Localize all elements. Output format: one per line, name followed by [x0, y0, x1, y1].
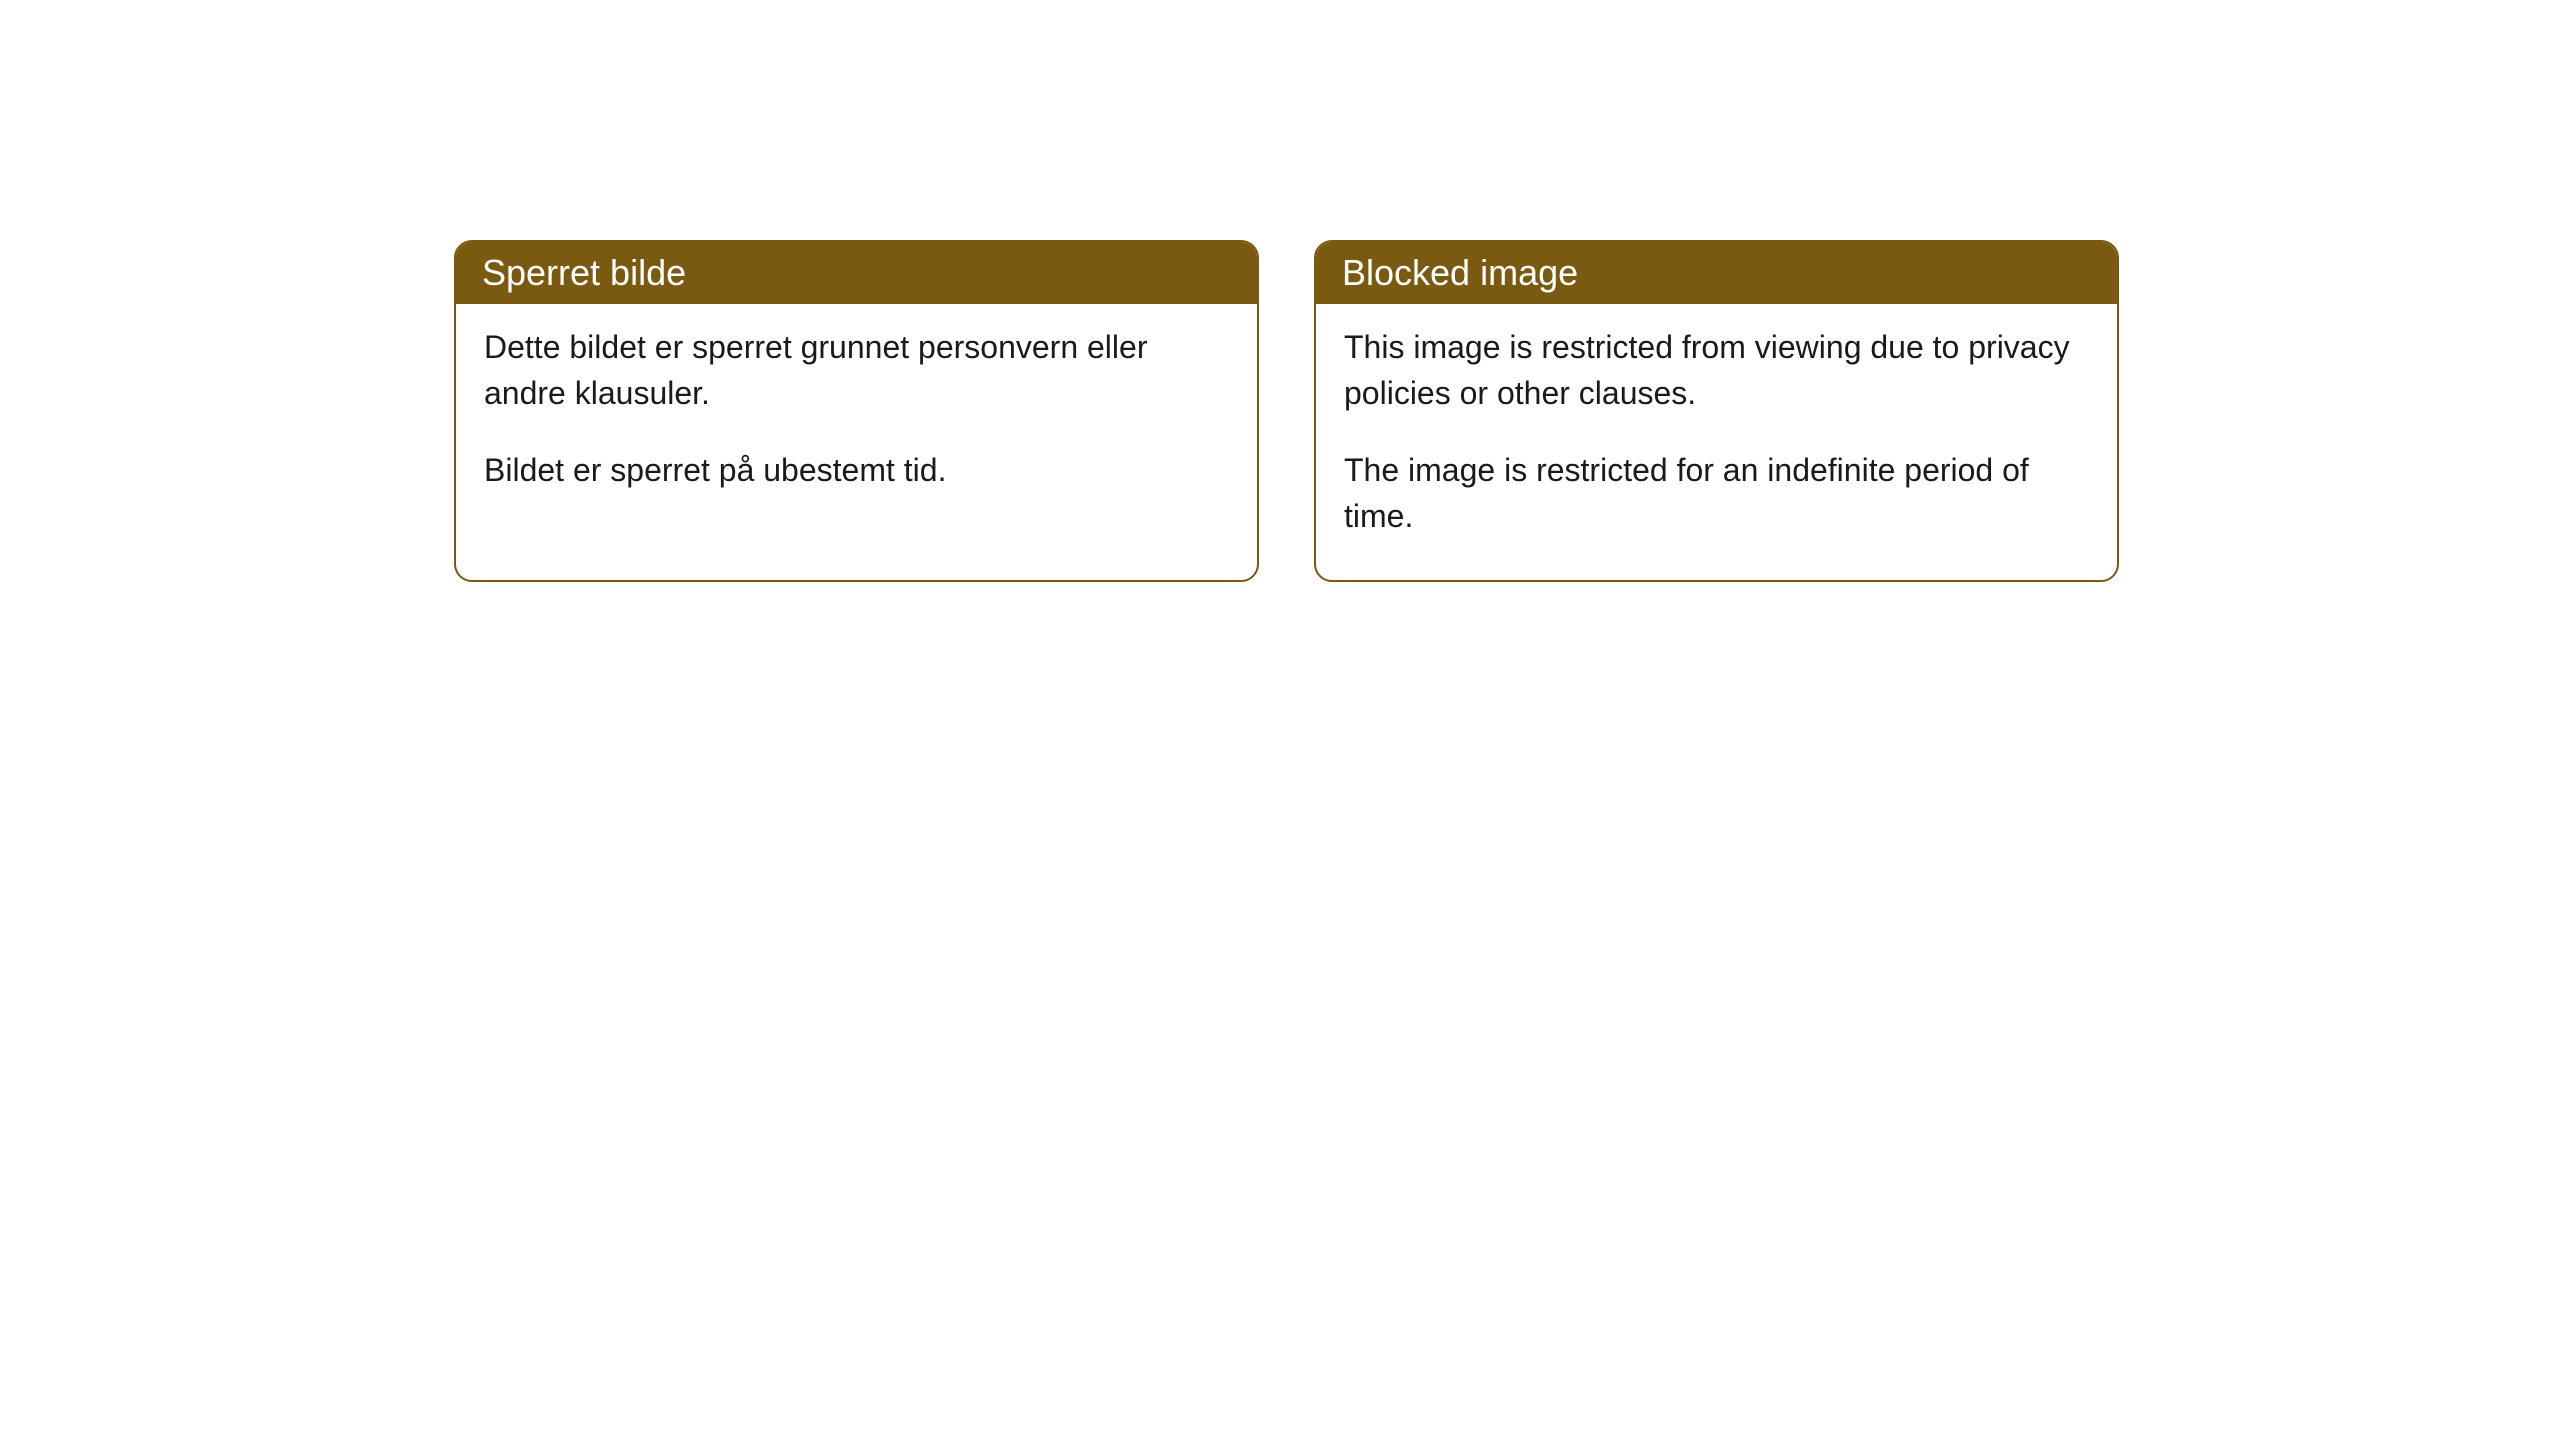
- card-paragraph-1-norwegian: Dette bildet er sperret grunnet personve…: [484, 324, 1229, 417]
- card-paragraph-2-english: The image is restricted for an indefinit…: [1344, 447, 2089, 540]
- card-body-english: This image is restricted from viewing du…: [1316, 304, 2117, 580]
- blocked-image-card-english: Blocked image This image is restricted f…: [1314, 240, 2119, 582]
- notice-cards-container: Sperret bilde Dette bildet er sperret gr…: [454, 240, 2560, 582]
- card-paragraph-2-norwegian: Bildet er sperret på ubestemt tid.: [484, 447, 1229, 493]
- blocked-image-card-norwegian: Sperret bilde Dette bildet er sperret gr…: [454, 240, 1259, 582]
- card-header-english: Blocked image: [1316, 242, 2117, 304]
- card-body-norwegian: Dette bildet er sperret grunnet personve…: [456, 304, 1257, 533]
- card-paragraph-1-english: This image is restricted from viewing du…: [1344, 324, 2089, 417]
- card-header-norwegian: Sperret bilde: [456, 242, 1257, 304]
